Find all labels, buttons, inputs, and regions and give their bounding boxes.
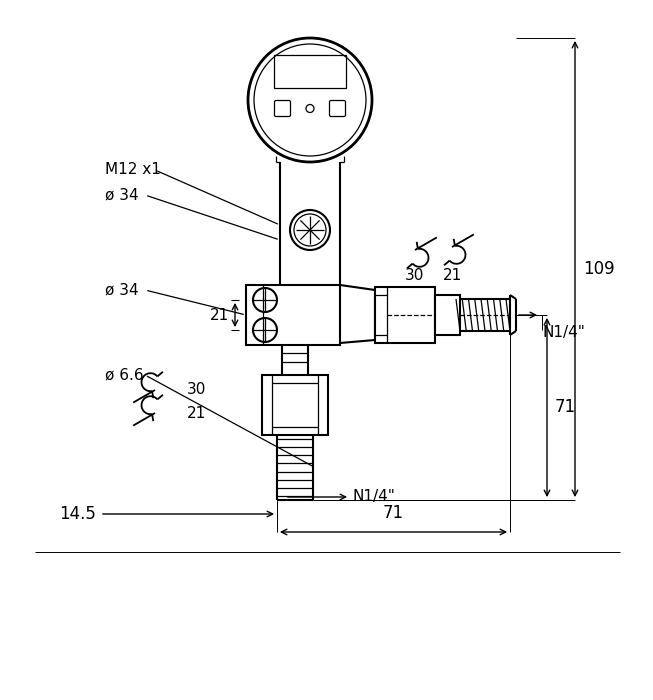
FancyBboxPatch shape [274,101,291,116]
Text: 109: 109 [583,260,614,278]
Text: 21: 21 [187,405,206,421]
FancyBboxPatch shape [330,101,345,116]
Text: ø 6.6: ø 6.6 [105,368,144,382]
Bar [246,285,340,345]
Text: M12 x1: M12 x1 [105,162,161,178]
Bar [262,375,328,435]
Text: 30: 30 [187,382,206,398]
Text: 21: 21 [210,307,229,323]
Text: ø 34: ø 34 [105,188,138,202]
Bar [375,287,435,343]
Text: 21: 21 [442,267,462,283]
Text: N1/4": N1/4" [542,326,585,340]
Text: N1/4": N1/4" [353,489,396,505]
Text: 14.5: 14.5 [59,505,96,523]
Text: 71: 71 [383,504,404,522]
Bar [274,55,346,88]
Text: 30: 30 [406,267,424,283]
Bar [435,295,460,335]
Text: ø 34: ø 34 [105,283,138,298]
Text: 71: 71 [555,398,576,416]
